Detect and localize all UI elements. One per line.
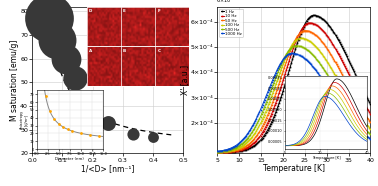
50 Hz <box>302 29 307 32</box>
Line: 1000 Hz: 1000 Hz <box>217 53 371 152</box>
100 Hz <box>342 91 347 93</box>
Point <box>46 17 52 20</box>
1000 Hz <box>342 111 347 113</box>
500 Hz <box>276 71 280 73</box>
10 Hz <box>295 36 300 39</box>
100 Hz <box>298 37 303 39</box>
50 Hz <box>322 43 327 46</box>
500 Hz <box>215 150 220 153</box>
10 Hz <box>368 113 373 115</box>
Legend: 1 Hz, 10 Hz, 50 Hz, 100 Hz, 500 Hz, 1000 Hz: 1 Hz, 10 Hz, 50 Hz, 100 Hz, 500 Hz, 1000… <box>220 9 243 37</box>
1000 Hz <box>289 52 294 54</box>
Point <box>63 57 69 60</box>
1 Hz <box>215 151 220 153</box>
500 Hz <box>265 98 270 100</box>
Point <box>150 135 156 138</box>
1 Hz <box>301 25 306 28</box>
50 Hz <box>215 151 220 153</box>
1000 Hz <box>276 67 280 69</box>
10 Hz <box>322 31 327 33</box>
10 Hz <box>276 95 280 98</box>
1 Hz <box>265 129 270 131</box>
100 Hz <box>368 128 373 130</box>
500 Hz <box>302 47 307 49</box>
Line: 100 Hz: 100 Hz <box>217 37 371 153</box>
1000 Hz <box>296 54 301 56</box>
1000 Hz <box>265 91 270 93</box>
Line: 500 Hz: 500 Hz <box>217 45 371 153</box>
10 Hz <box>215 151 220 153</box>
100 Hz <box>276 77 280 80</box>
Point <box>130 133 136 136</box>
1 Hz <box>368 103 373 105</box>
X-axis label: 1/<D> [nm⁻¹]: 1/<D> [nm⁻¹] <box>81 164 135 173</box>
X-axis label: Temperature [K]: Temperature [K] <box>263 164 325 173</box>
1000 Hz <box>215 150 220 153</box>
50 Hz <box>301 30 306 32</box>
10 Hz <box>342 65 347 67</box>
50 Hz <box>295 35 300 37</box>
1 Hz <box>322 19 327 21</box>
10 Hz <box>301 25 306 28</box>
Y-axis label: X' [a.u.]: X' [a.u.] <box>180 65 189 95</box>
Point <box>72 76 78 79</box>
100 Hz <box>265 106 270 108</box>
10 Hz <box>265 122 270 124</box>
1000 Hz <box>368 138 373 140</box>
Point <box>54 38 60 41</box>
50 Hz <box>276 86 280 88</box>
Point <box>90 100 96 103</box>
Line: 50 Hz: 50 Hz <box>217 30 371 153</box>
Line: 10 Hz: 10 Hz <box>217 22 371 153</box>
500 Hz <box>296 45 301 47</box>
10 Hz <box>308 22 312 24</box>
1 Hz <box>276 105 280 108</box>
Line: 1 Hz: 1 Hz <box>217 15 371 153</box>
1000 Hz <box>302 57 307 60</box>
1 Hz <box>295 42 300 44</box>
500 Hz <box>294 45 299 47</box>
50 Hz <box>368 121 373 123</box>
100 Hz <box>322 56 327 58</box>
Text: 6$\times$10$^{-4}$: 6$\times$10$^{-4}$ <box>216 0 236 5</box>
50 Hz <box>342 78 347 81</box>
1 Hz <box>312 14 316 17</box>
100 Hz <box>302 38 307 40</box>
500 Hz <box>368 133 373 135</box>
100 Hz <box>295 38 300 40</box>
500 Hz <box>322 69 327 71</box>
Point <box>105 121 111 124</box>
1000 Hz <box>322 81 327 83</box>
100 Hz <box>215 151 220 153</box>
500 Hz <box>342 102 347 104</box>
1 Hz <box>342 51 347 53</box>
Y-axis label: M saturation [emu/g]: M saturation [emu/g] <box>10 39 19 121</box>
50 Hz <box>265 114 270 116</box>
